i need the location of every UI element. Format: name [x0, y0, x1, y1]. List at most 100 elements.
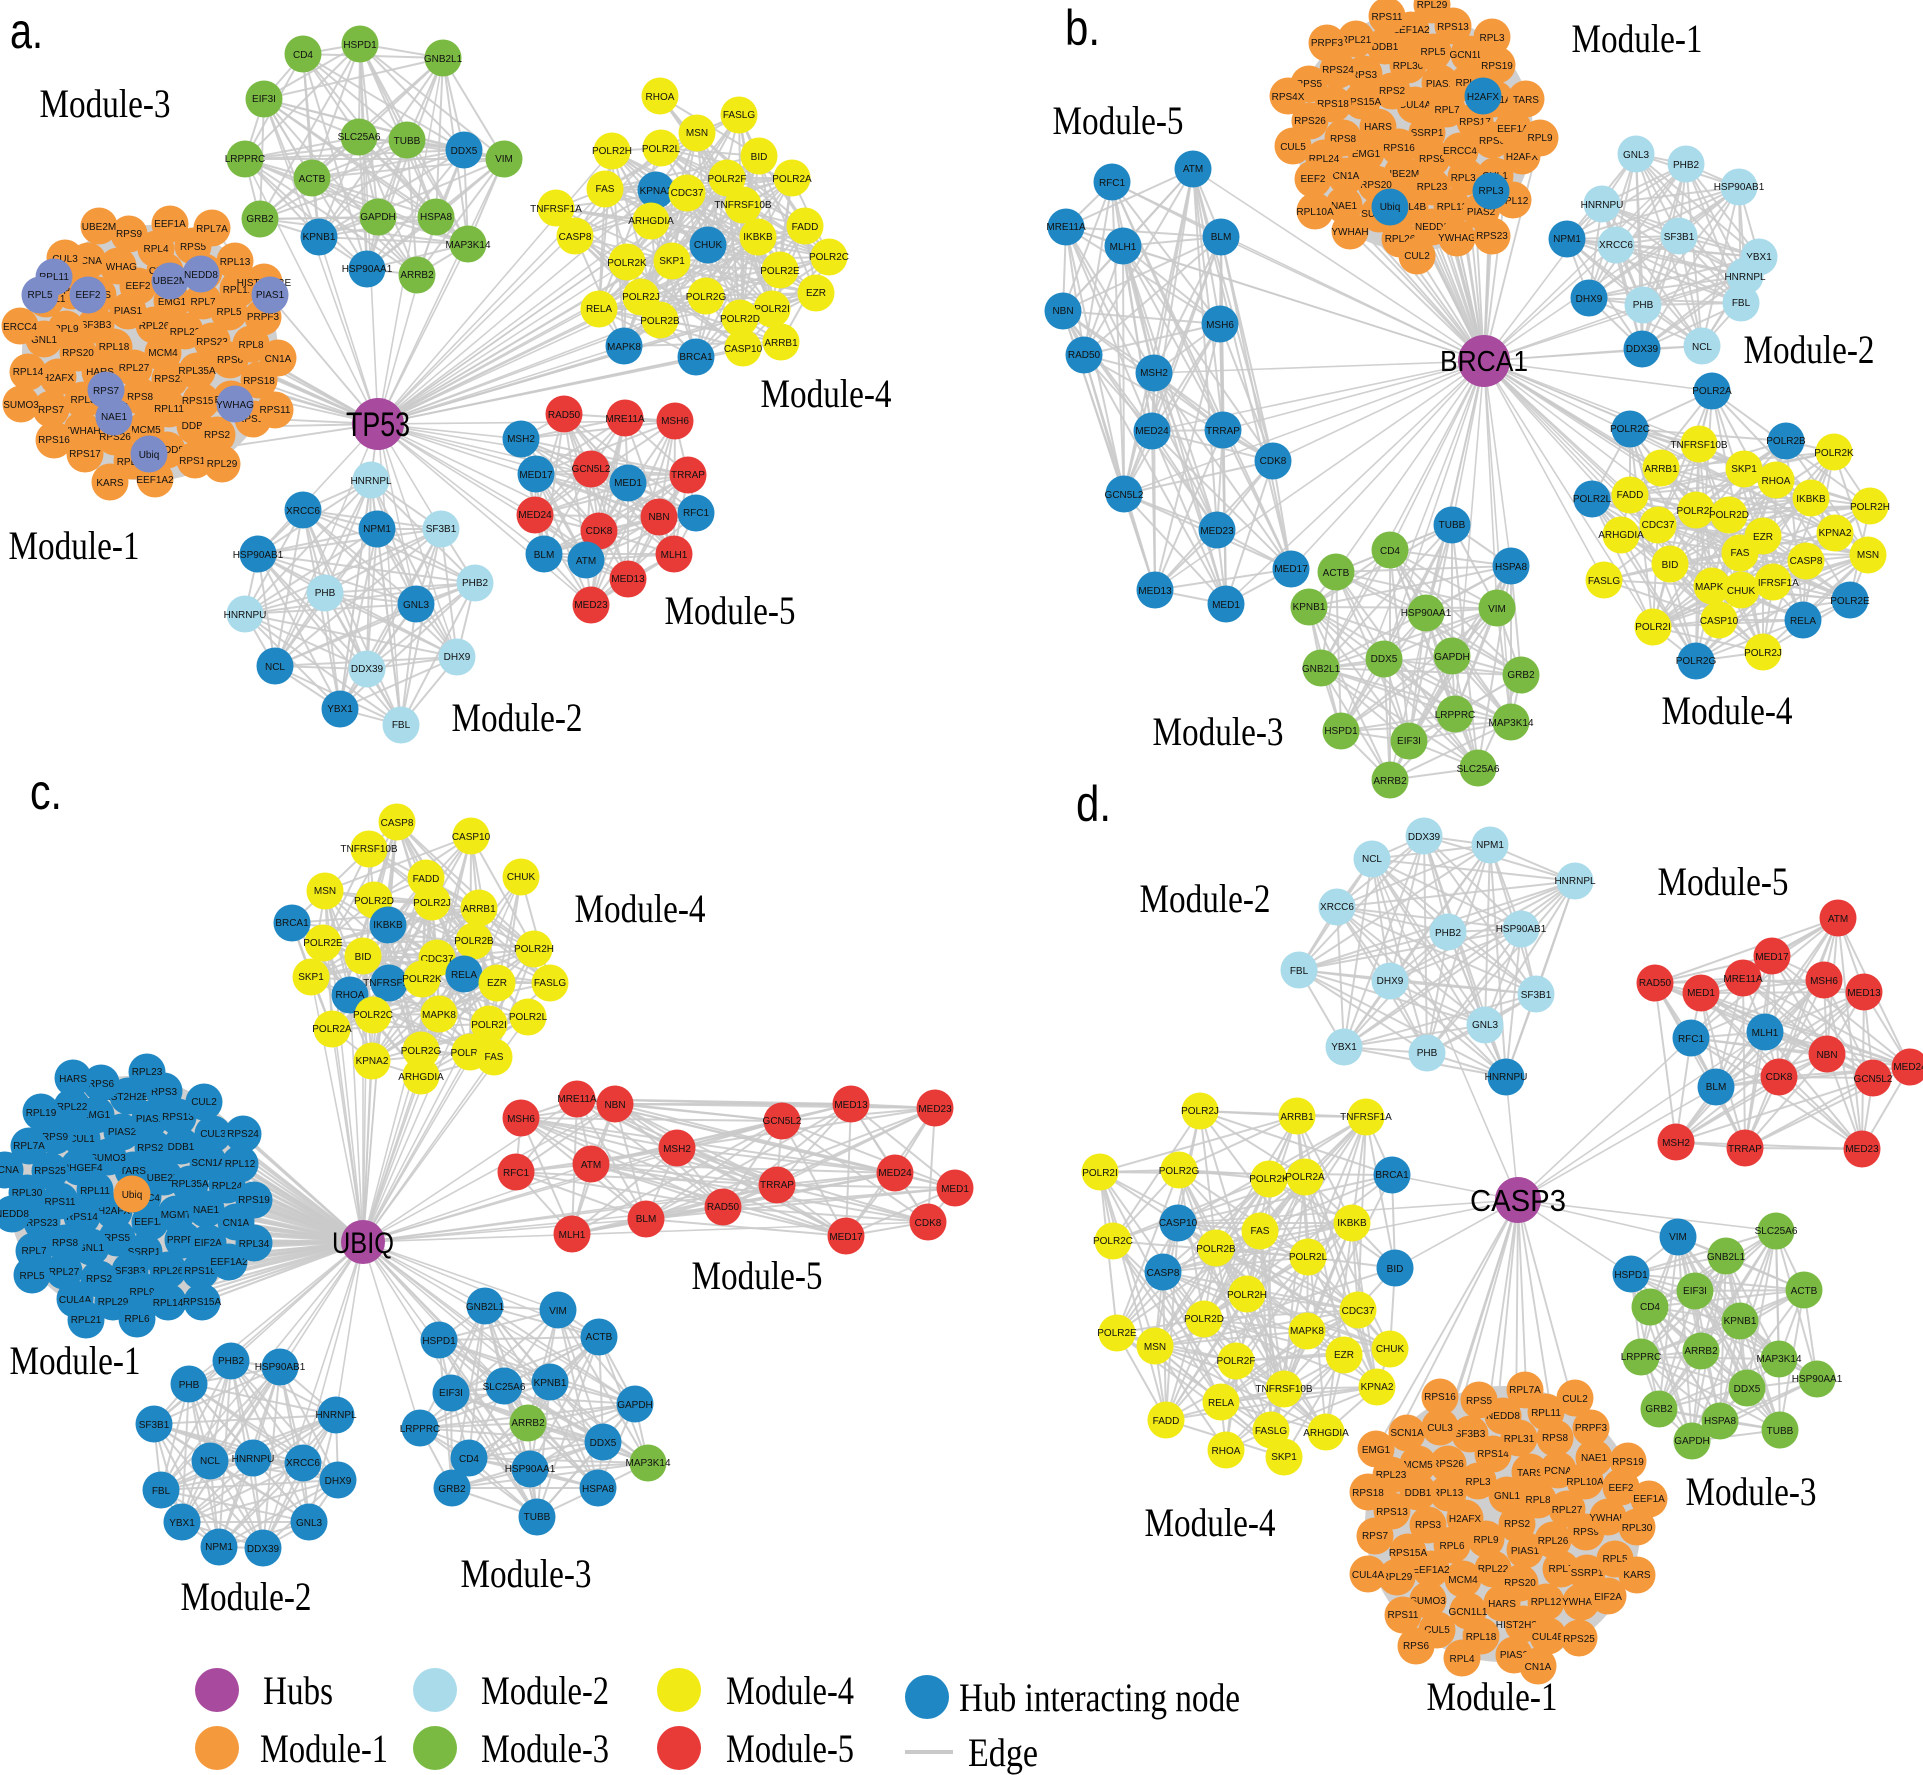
svg-text:FASLG: FASLG — [1588, 576, 1620, 587]
svg-text:SSRP1: SSRP1 — [1411, 128, 1444, 139]
svg-text:POLR2K: POLR2K — [1249, 1174, 1289, 1185]
svg-text:RPS7: RPS7 — [38, 405, 65, 416]
svg-text:TARS: TARS — [1513, 95, 1539, 106]
svg-text:SUMO3: SUMO3 — [3, 400, 39, 411]
svg-text:MSH2: MSH2 — [1662, 1138, 1690, 1149]
svg-text:MSH6: MSH6 — [1810, 976, 1838, 987]
svg-text:HSP90AB1: HSP90AB1 — [1714, 182, 1765, 193]
svg-text:IKBKB: IKBKB — [1796, 494, 1826, 505]
svg-text:Module-4: Module-4 — [761, 371, 892, 416]
svg-text:HSPA8: HSPA8 — [1495, 562, 1527, 573]
svg-text:YWHAH: YWHAH — [1589, 1513, 1626, 1524]
svg-text:GNL1: GNL1 — [1494, 1491, 1521, 1502]
svg-text:ARRB1: ARRB1 — [462, 904, 496, 915]
svg-text:ARHGDIA: ARHGDIA — [1598, 530, 1644, 541]
svg-text:RPL35A: RPL35A — [171, 1179, 209, 1190]
svg-text:DDB1: DDB1 — [1372, 42, 1399, 53]
svg-text:BRCA1: BRCA1 — [679, 352, 713, 363]
svg-text:CDK8: CDK8 — [915, 1218, 942, 1229]
svg-text:CUL5: CUL5 — [1280, 142, 1306, 153]
svg-text:PCNA: PCNA — [1544, 1466, 1572, 1477]
svg-text:NPM1: NPM1 — [1553, 234, 1581, 245]
svg-text:Module-5: Module-5 — [1658, 859, 1789, 904]
svg-text:EZR: EZR — [806, 288, 826, 299]
svg-text:CN1A: CN1A — [1525, 1662, 1552, 1673]
svg-text:PIAS2: PIAS2 — [108, 1127, 137, 1138]
svg-text:GCN5L2: GCN5L2 — [1854, 1074, 1893, 1085]
svg-text:LRPPRC: LRPPRC — [1621, 1352, 1662, 1363]
svg-text:TNFRSF10B: TNFRSF10B — [340, 844, 398, 855]
svg-text:TARS: TARS — [1517, 1468, 1543, 1479]
svg-text:SF3B1: SF3B1 — [426, 524, 457, 535]
svg-text:RPS2: RPS2 — [1379, 86, 1406, 97]
svg-text:DDX39: DDX39 — [1408, 832, 1441, 843]
svg-text:RPL7: RPL7 — [1548, 1564, 1573, 1575]
svg-text:DDX5: DDX5 — [451, 146, 478, 157]
svg-text:CASP8: CASP8 — [381, 818, 414, 829]
svg-text:POLR2A: POLR2A — [772, 174, 812, 185]
svg-text:SKP1: SKP1 — [1271, 1452, 1297, 1463]
svg-text:RELA: RELA — [1790, 616, 1816, 627]
svg-text:CUL4B: CUL4B — [1394, 202, 1427, 213]
svg-text:RFC1: RFC1 — [1678, 1034, 1705, 1045]
svg-text:ATM: ATM — [576, 556, 596, 567]
svg-text:RPL26: RPL26 — [1385, 234, 1416, 245]
svg-text:PHB2: PHB2 — [462, 578, 489, 589]
svg-text:GNL1: GNL1 — [78, 1243, 105, 1254]
svg-text:SF3B3: SF3B3 — [81, 320, 112, 331]
svg-text:RPL19: RPL19 — [26, 1108, 57, 1119]
svg-text:POLR2B: POLR2B — [1766, 436, 1806, 447]
svg-text:HSPA8: HSPA8 — [1704, 1416, 1736, 1427]
svg-text:NEDD8: NEDD8 — [1486, 1411, 1520, 1422]
svg-text:CASP3: CASP3 — [1470, 1183, 1566, 1218]
svg-text:H2AFX: H2AFX — [98, 1206, 131, 1217]
svg-text:RPS17: RPS17 — [69, 449, 101, 460]
svg-text:POLR2A: POLR2A — [312, 1024, 352, 1035]
svg-text:RPS3: RPS3 — [1351, 70, 1378, 81]
svg-text:FBL: FBL — [1290, 966, 1309, 977]
svg-text:RPL23: RPL23 — [170, 327, 201, 338]
svg-text:TUBB: TUBB — [1439, 520, 1466, 531]
svg-text:POLR2H: POLR2H — [1227, 1290, 1267, 1301]
svg-text:MCM5: MCM5 — [1403, 1460, 1433, 1471]
svg-text:HSPD1: HSPD1 — [343, 40, 377, 51]
svg-text:POLR2L: POLR2L — [1573, 494, 1612, 505]
svg-text:KARS: KARS — [96, 478, 124, 489]
svg-text:MCM5: MCM5 — [131, 425, 161, 436]
svg-text:LRPPRC: LRPPRC — [1435, 710, 1476, 721]
svg-text:CUL1: CUL1 — [69, 1134, 95, 1145]
svg-text:PIAS2: PIAS2 — [1500, 1650, 1529, 1661]
svg-text:RPS26: RPS26 — [1432, 1459, 1464, 1470]
svg-text:KARS: KARS — [1623, 1570, 1651, 1581]
svg-text:POLR2I: POLR2I — [754, 304, 790, 315]
svg-text:MED24: MED24 — [1135, 426, 1169, 437]
svg-text:PHB2: PHB2 — [1673, 160, 1700, 171]
svg-text:RPS11: RPS11 — [45, 1197, 76, 1208]
svg-text:HSPD1: HSPD1 — [422, 1336, 456, 1347]
svg-text:Module-1: Module-1 — [1427, 1674, 1558, 1719]
svg-text:YWHAH: YWHAH — [1331, 227, 1368, 238]
svg-text:POLR2K: POLR2K — [607, 258, 647, 269]
svg-text:RPL8: RPL8 — [1455, 78, 1480, 89]
svg-text:CD4: CD4 — [293, 50, 313, 61]
svg-text:GNL3: GNL3 — [403, 600, 430, 611]
svg-text:RPL12: RPL12 — [225, 1159, 256, 1170]
svg-text:POLR2A: POLR2A — [1285, 1172, 1325, 1183]
svg-text:POLR2G: POLR2G — [1159, 1166, 1200, 1177]
svg-text:ACTB: ACTB — [1791, 1286, 1818, 1297]
svg-text:CN1A: CN1A — [223, 1218, 250, 1229]
svg-text:MSH6: MSH6 — [1206, 320, 1234, 331]
svg-text:RPS18: RPS18 — [1317, 99, 1349, 110]
svg-text:RPS8: RPS8 — [127, 392, 154, 403]
svg-text:KPNA2: KPNA2 — [1819, 528, 1852, 539]
svg-text:RPS4X: RPS4X — [1272, 92, 1305, 103]
svg-text:RPL14: RPL14 — [153, 1298, 184, 1309]
svg-text:DHX9: DHX9 — [1377, 976, 1404, 987]
svg-text:SLC25A6: SLC25A6 — [1457, 764, 1500, 775]
svg-text:RPL29: RPL29 — [98, 1297, 129, 1308]
svg-text:POLR2I: POLR2I — [471, 1020, 507, 1031]
svg-text:SF3B1: SF3B1 — [1664, 232, 1695, 243]
svg-text:RPL31: RPL31 — [1504, 1434, 1535, 1445]
svg-text:GNB2L1: GNB2L1 — [1707, 1252, 1746, 1263]
svg-text:CN1A: CN1A — [1333, 171, 1360, 182]
